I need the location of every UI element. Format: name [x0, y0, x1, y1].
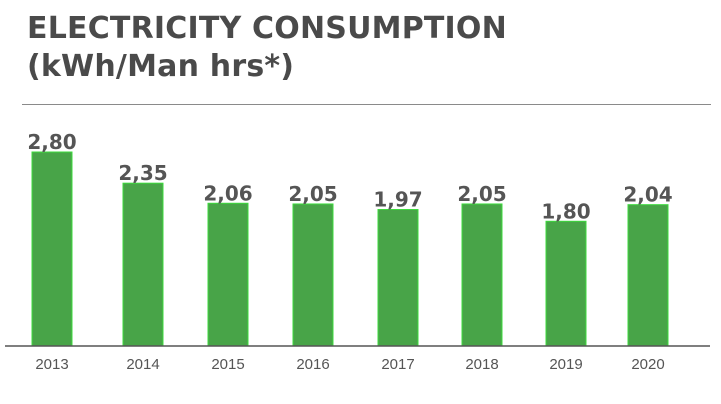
bar-2014: [122, 182, 164, 347]
data-label-2014: 2,35: [118, 161, 167, 185]
x-tick-label-2018: 2018: [465, 356, 498, 373]
data-label-2017: 1,97: [373, 188, 422, 212]
chart-title-line-1: ELECTRICITY CONSUMPTION: [27, 11, 507, 46]
x-tick-label-2019: 2019: [549, 356, 582, 373]
bar-2019: [545, 220, 587, 347]
data-label-2015: 2,06: [203, 181, 252, 205]
chart-title-line-2: (kWh/Man hrs*): [27, 49, 295, 84]
data-label-2020: 2,04: [623, 183, 672, 207]
bar-2015: [207, 202, 249, 347]
bar-2017: [377, 209, 419, 347]
bar-2013: [31, 151, 73, 347]
x-tick-label-2015: 2015: [211, 356, 244, 373]
data-label-2019: 1,80: [541, 199, 590, 223]
bar-2020: [627, 204, 669, 347]
title-divider: [22, 104, 711, 105]
x-tick-label-2017: 2017: [381, 356, 414, 373]
x-tick-label-2013: 2013: [35, 356, 68, 373]
data-label-2016: 2,05: [288, 182, 337, 206]
chart-title: ELECTRICITY CONSUMPTION (kWh/Man hrs*): [27, 10, 507, 86]
x-tick-label-2014: 2014: [126, 356, 159, 373]
x-tick-label-2020: 2020: [631, 356, 664, 373]
data-label-2013: 2,80: [27, 130, 76, 154]
data-label-2018: 2,05: [457, 182, 506, 206]
footnote: [22, 394, 702, 404]
bar-2018: [461, 203, 503, 347]
bar-2016: [292, 203, 334, 347]
x-tick-label-2016: 2016: [296, 356, 329, 373]
